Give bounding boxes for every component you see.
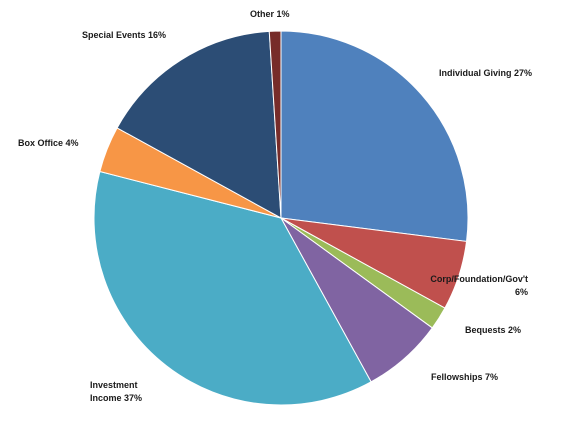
pie-slice-special-events <box>116 30 282 219</box>
pie-slice-other <box>268 30 282 219</box>
pie-label-line: Bequests 2% <box>465 325 521 335</box>
pie-label-bequests: Bequests 2% <box>465 325 521 335</box>
pie-label-line: Investment <box>90 380 138 390</box>
pie-label-line: Individual Giving 27% <box>439 68 532 78</box>
pie-slice-investment-income <box>93 170 372 406</box>
pie-label-investment-income: Investment Income 37% <box>90 380 142 403</box>
pie-label-line: 6% <box>515 287 528 297</box>
pie-label-special-events: Special Events 16% <box>82 30 166 40</box>
pie-label-line: Box Office 4% <box>18 138 79 148</box>
pie-label-line: Income 37% <box>90 393 142 403</box>
pie-labels: Individual Giving 27% Corp/Foundation/Gov… <box>18 9 532 403</box>
pie-label-individual-giving: Individual Giving 27% <box>439 68 532 78</box>
pie-slices <box>93 30 469 406</box>
pie-label-fellowships: Fellowships 7% <box>431 372 498 382</box>
pie-label-corp-foundation-govt: Corp/Foundation/Gov't 6% <box>430 274 528 297</box>
pie-label-box-office: Box Office 4% <box>18 138 79 148</box>
pie-label-other: Other 1% <box>250 9 290 19</box>
pie-label-line: Fellowships 7% <box>431 372 498 382</box>
pie-label-line: Special Events 16% <box>82 30 166 40</box>
pie-slice-individual-giving <box>280 30 469 242</box>
pie-label-line: Other 1% <box>250 9 290 19</box>
pie-label-line: Corp/Foundation/Gov't <box>430 274 528 284</box>
